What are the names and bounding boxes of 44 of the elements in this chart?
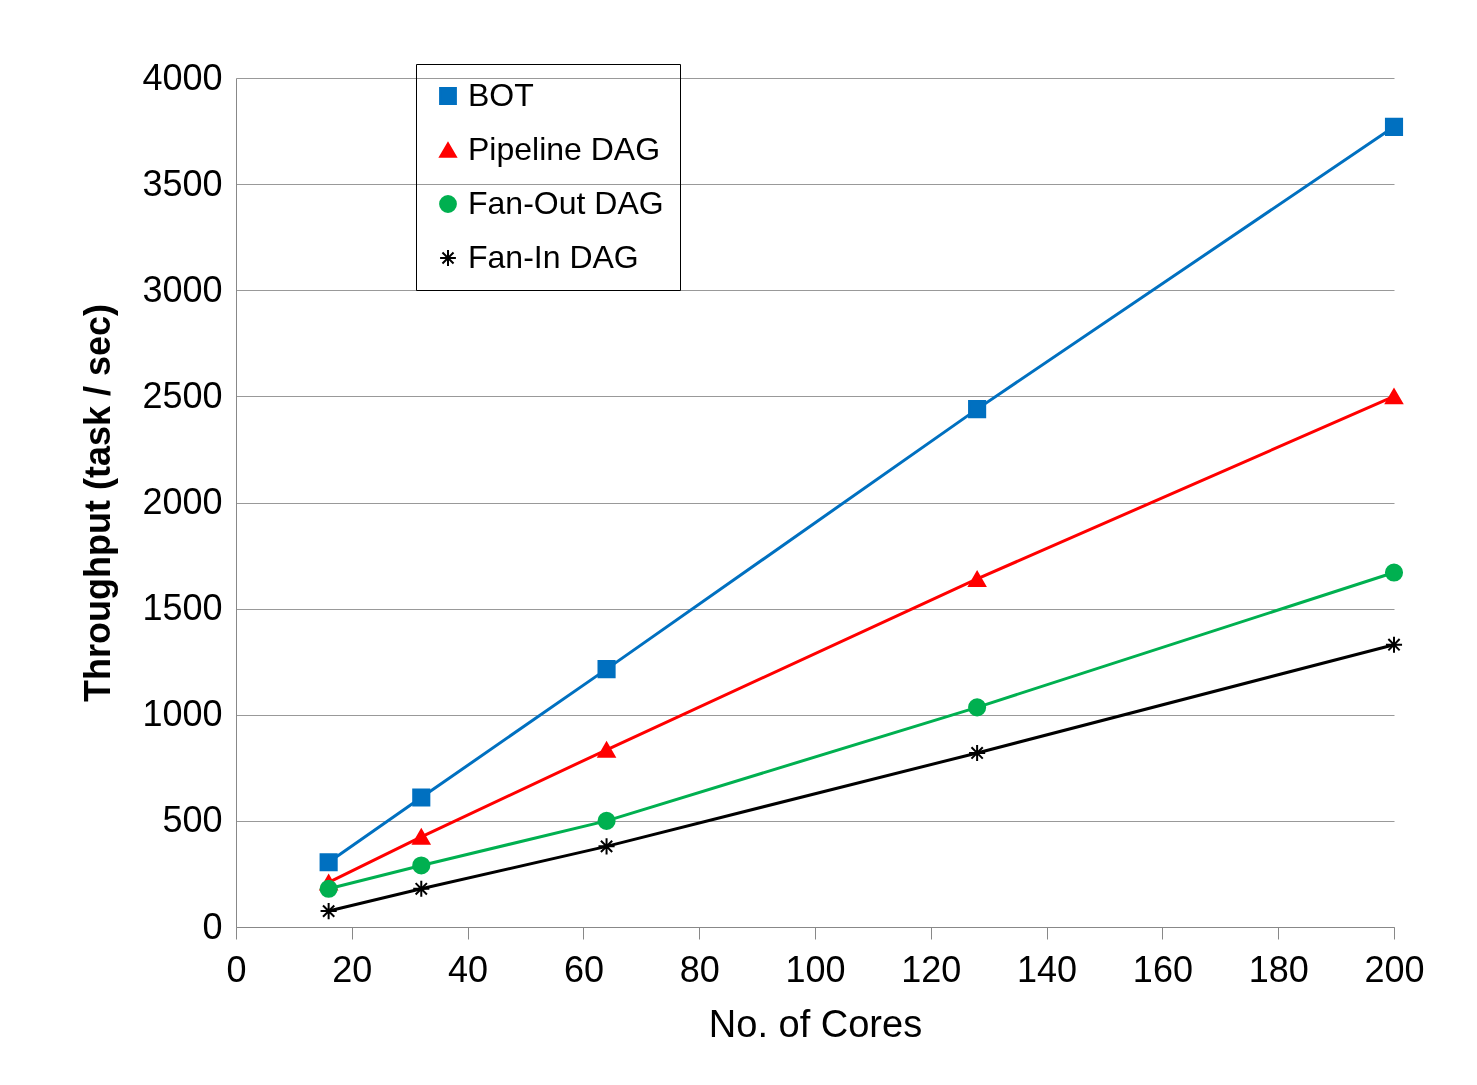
x-tick-label: 60 (563, 948, 604, 990)
y-tick-label: 0 (202, 905, 223, 947)
y-tick-label: 3500 (142, 162, 223, 204)
point (597, 660, 616, 679)
point (968, 743, 987, 763)
point (412, 788, 431, 807)
point (319, 879, 338, 898)
x-tick-label: 80 (679, 948, 720, 990)
x-tick-label: 100 (785, 948, 846, 990)
point (1384, 563, 1404, 582)
point (597, 811, 616, 830)
y-tick-label: 1500 (142, 587, 223, 629)
point (1384, 635, 1404, 654)
y-axis-title: Throughput (task / sec) (77, 303, 119, 703)
point (319, 902, 338, 921)
point (968, 400, 987, 419)
legend-label: Fan-In DAG (468, 239, 639, 275)
point (1384, 117, 1404, 136)
y-tick-label: 2000 (142, 481, 223, 522)
point (1384, 388, 1404, 405)
y-tick-label: 2500 (142, 374, 223, 416)
legend-label: Fan-Out DAG (468, 185, 664, 221)
point (412, 856, 431, 875)
x-tick-label: 140 (1017, 948, 1078, 990)
x-tick-label: 120 (901, 948, 962, 990)
point (597, 837, 616, 856)
point (968, 570, 987, 587)
x-tick-label: 20 (332, 948, 373, 990)
legend-label: BOT (468, 77, 534, 113)
x-tick-label: 200 (1364, 948, 1425, 990)
y-tick-label: 1000 (142, 693, 223, 735)
x-tick-label: 40 (448, 948, 489, 990)
point (597, 741, 616, 758)
point (319, 853, 338, 872)
y-tick-label: 4000 (142, 56, 223, 98)
point (412, 828, 431, 845)
y-tick-label: 500 (162, 799, 223, 841)
legend-label: Pipeline DAG (468, 131, 661, 167)
point (412, 879, 431, 898)
y-tick-label: 3000 (142, 268, 223, 310)
x-axis-title: No. of Cores (708, 1002, 923, 1045)
point (968, 698, 987, 717)
x-tick-label: 180 (1248, 948, 1309, 990)
x-tick-label: 160 (1132, 948, 1193, 990)
